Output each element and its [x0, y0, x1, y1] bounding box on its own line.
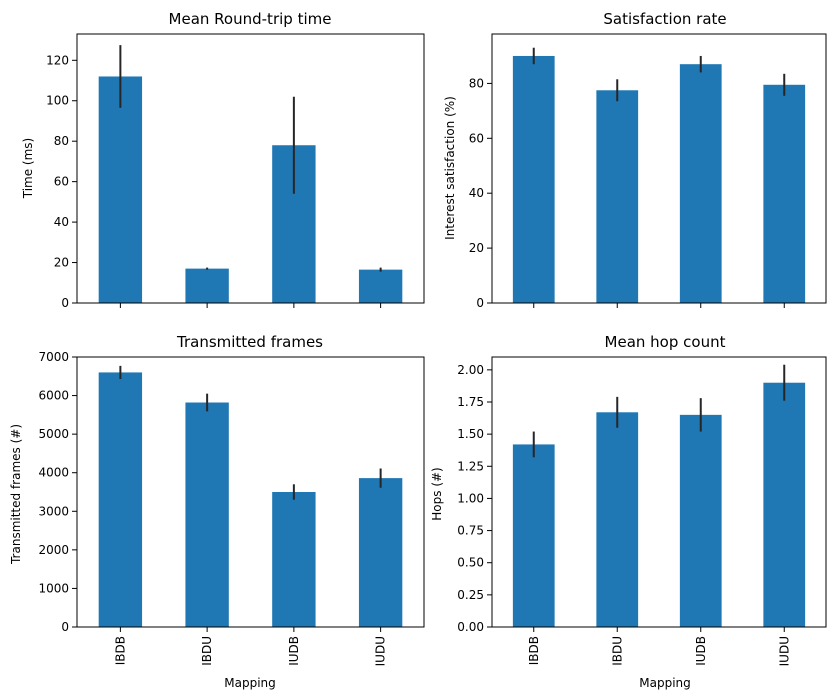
bar	[679, 64, 722, 303]
y-tick-label: 0.25	[457, 588, 484, 602]
bar	[763, 84, 806, 303]
y-tick-label: 1.25	[457, 459, 484, 473]
y-tick-label: 100	[46, 94, 69, 108]
y-tick-label: 4000	[38, 466, 69, 480]
y-tick-label: 1.75	[457, 395, 484, 409]
y-tick-label: 20	[469, 241, 484, 255]
x-tick-label: IBDU	[200, 636, 214, 666]
y-axis-label: Time (ms)	[21, 138, 35, 200]
bar	[358, 269, 403, 303]
plot-area: IBDB IBDU IUDB IUDU 0 1000 2000 3000 4000 5000 600…	[38, 350, 425, 666]
y-tick-label: 60	[54, 175, 69, 189]
axes-frame	[491, 33, 827, 304]
y-tick-label: 60	[469, 131, 484, 145]
plot-area: IBDB IBDU IUDB IUDU 0.00 0.25 0.50 0.75 1.00 1.25…	[457, 356, 827, 666]
y-tick-label: 0.75	[457, 524, 484, 538]
y-tick-label: 20	[54, 256, 69, 270]
y-tick-label: 0.00	[457, 620, 484, 634]
bar	[272, 492, 316, 627]
y-tick-label: 80	[54, 134, 69, 148]
bar	[512, 55, 555, 303]
axes-frame	[491, 356, 827, 628]
x-tick-label: IBDB	[113, 636, 127, 665]
x-axis-label: Mapping	[639, 676, 691, 690]
plot-area: 0 20 40 60 80	[469, 33, 827, 310]
bar	[185, 402, 229, 627]
y-tick-label: 40	[469, 186, 484, 200]
subplot-transmitted-frames: Transmitted frames Transmitted frames (#…	[9, 333, 425, 690]
y-tick-label: 1000	[38, 581, 69, 595]
bar	[596, 90, 639, 303]
axes-frame	[76, 356, 425, 628]
y-tick-label: 1.50	[457, 427, 484, 441]
x-tick-label: IBDU	[610, 636, 624, 666]
bar	[763, 382, 806, 627]
subplot-satisfaction-rate: Satisfaction rate Interest satisfaction …	[443, 10, 827, 310]
y-tick-label: 5000	[38, 427, 69, 441]
chart-title: Mean hop count	[605, 333, 726, 351]
y-axis-label: Interest satisfaction (%)	[443, 96, 457, 240]
bar	[98, 372, 143, 627]
y-tick-label: 6000	[38, 389, 69, 403]
y-tick-label: 120	[46, 53, 69, 67]
plot-area: 0 20 40 60 80 100 120	[46, 33, 425, 310]
axes-frame	[76, 33, 425, 304]
x-tick-label: IUDB	[694, 636, 708, 666]
x-tick-label: IUDB	[287, 636, 301, 666]
bar	[98, 76, 143, 303]
bar	[512, 444, 555, 627]
y-tick-label: 2000	[38, 543, 69, 557]
subplot-round-trip-time: Mean Round-trip time Time (ms) 0 20 40 60 80…	[21, 10, 425, 310]
subplot-mean-hop-count: Mean hop count Hops (#) Mapping IBDB IBDU…	[430, 333, 827, 690]
y-tick-label: 7000	[38, 350, 69, 364]
chart-title: Mean Round-trip time	[169, 10, 332, 28]
x-tick-label: IUDU	[374, 636, 388, 666]
bar	[679, 414, 722, 627]
y-tick-label: 40	[54, 215, 69, 229]
y-tick-label: 0	[61, 620, 69, 634]
y-tick-label: 0	[61, 296, 69, 310]
x-axis-label: Mapping	[224, 676, 276, 690]
chart-title: Transmitted frames	[176, 333, 323, 351]
y-axis-label: Transmitted frames (#)	[9, 424, 23, 565]
bar	[185, 268, 229, 303]
y-tick-label: 3000	[38, 504, 69, 518]
y-tick-label: 2.00	[457, 363, 484, 377]
y-tick-label: 80	[469, 76, 484, 90]
bar	[358, 478, 403, 627]
y-axis-label: Hops (#)	[430, 467, 444, 520]
bar	[596, 412, 639, 627]
x-tick-label: IBDB	[527, 636, 541, 665]
x-tick-label: IUDU	[777, 636, 791, 666]
y-tick-label: 0	[476, 296, 484, 310]
y-tick-label: 0.50	[457, 556, 484, 570]
y-tick-label: 1.00	[457, 491, 484, 505]
chart-title: Satisfaction rate	[603, 10, 726, 28]
